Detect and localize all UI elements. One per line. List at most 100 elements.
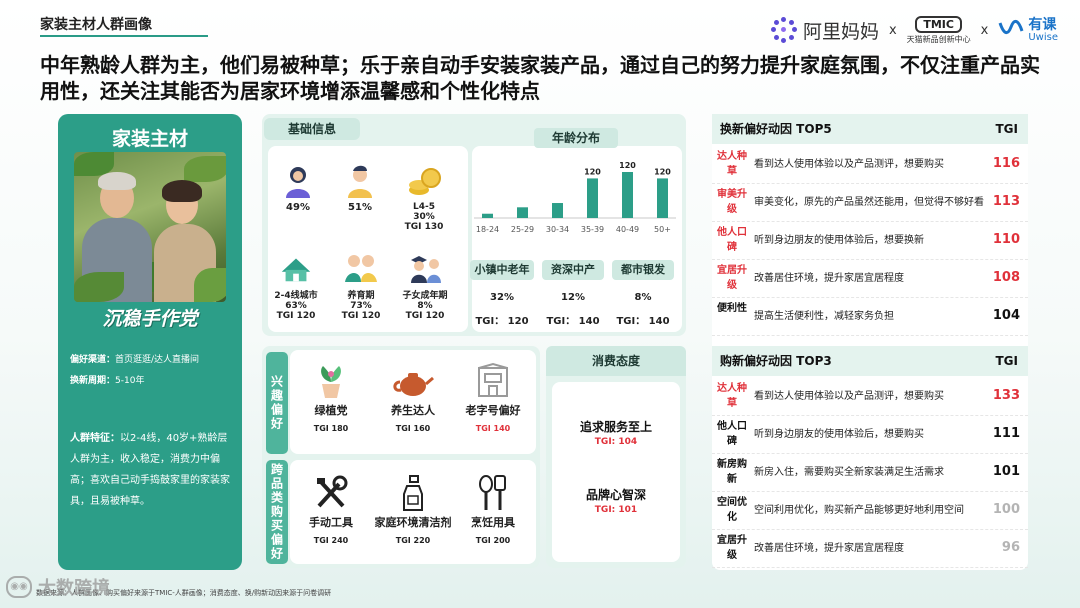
age-distribution-chart: 18-24 25-29 30-34 35-39 120 40-49 120 50+ 120 [474, 161, 676, 234]
motive-label: 宜居升级 [717, 535, 747, 561]
motive-tgi: 116 [992, 156, 1020, 171]
attitude-inner [552, 382, 680, 562]
attitude-item-1: 品牌心智深 TGI: 101 [546, 486, 686, 515]
age-data-label: 120 [584, 167, 601, 176]
segment-tgi-1: TGI： 140 [542, 312, 604, 327]
alimama-text: 阿里妈妈 [802, 20, 879, 43]
new_buy-row: 他人口碑 听到身边朋友的使用体验后，想要购买 111 [712, 416, 1028, 454]
adult-kids-pct: 8% [417, 301, 433, 311]
replace-row: 便利性 提高生活便利性，减轻家务负担 104 [712, 298, 1028, 336]
cross-tgi-1: TGI 220 [395, 536, 431, 545]
coins-icon [406, 164, 442, 200]
new_buy-row: 宜居升级 改善居住环境，提升家居宜居程度 96 [712, 530, 1028, 568]
feature-text: 以2-4线，40岁+熟龄层人群为主，收入稳定，消费力中偏高；喜欢自己动手捣鼓家里… [70, 433, 230, 507]
age-tick-label: 30-34 [546, 225, 569, 234]
age-data-label: 120 [654, 167, 671, 176]
motive-tgi: 133 [992, 388, 1020, 403]
alimama-dots-icon [770, 17, 797, 43]
age-bar-30-34 [552, 203, 563, 218]
interest-tgi-1: TGI 160 [395, 424, 431, 433]
age-bar-25-29 [517, 207, 528, 218]
newbuy-motives-header: 购新偏好动因 TOP3 TGI [712, 346, 1028, 376]
motive-tgi: 100 [992, 502, 1020, 517]
cross-label-2: 烹饪用具 [471, 516, 515, 529]
persona-title: 家装主材 [111, 128, 188, 150]
raising-tgi: TGI 120 [341, 311, 381, 321]
persona-name: 沉稳手作党 [102, 308, 198, 330]
city-tgi: TGI 120 [276, 311, 316, 321]
cross-tgi-0: TGI 240 [313, 536, 349, 545]
new_buy-row: 达人种草 看到达人使用体验以及产品测评，想要购买 133 [712, 378, 1028, 416]
logo-separator: x [888, 22, 897, 38]
channel-value: 首页逛逛/达人直播间 [115, 355, 200, 365]
motive-label: 他人口碑 [717, 421, 747, 447]
segment-tgi-value-1: 140 [578, 316, 600, 327]
motive-label: 便利性 [717, 303, 747, 314]
cross-label-1: 家庭环境清洁剂 [374, 516, 452, 529]
income-tgi: TGI 130 [404, 222, 444, 232]
attitude-tgi-1: TGI: 101 [594, 505, 638, 515]
teapot-icon [370, 362, 456, 402]
age-tick-label: 35-39 [581, 225, 604, 234]
feature-label: 人群特征： [70, 433, 120, 444]
replace-header-tgi: TGI [995, 122, 1019, 136]
title-underline [40, 35, 208, 37]
wrench-icon [288, 474, 374, 514]
interest-tgi-2: TGI 140 [475, 424, 511, 433]
uwise-en: Uwise [1028, 31, 1058, 43]
segment-pct-0: 32% [490, 292, 514, 303]
interest-item-2: 老字号偏好 TGI 140 [450, 362, 536, 433]
watermark-icon: ◉◉ [6, 576, 32, 598]
uwise-logo: 有课 Uwise [998, 17, 1058, 43]
raising-label: 养育期 [347, 291, 375, 301]
old-shop-icon [450, 362, 536, 402]
cross-label-0: 手动工具 [309, 516, 353, 529]
alimama-logo: 阿里妈妈 [770, 17, 879, 44]
age-data-label: 120 [619, 161, 636, 170]
motive-desc: 看到达人使用体验以及产品测评，想要购买 [754, 391, 944, 402]
raising-cell: 养育期 73% TGI 120 [336, 250, 386, 321]
adult-kids-tgi: TGI 120 [405, 311, 445, 321]
income-cell: L4-5 30% TGI 130 [400, 164, 448, 232]
segment-chip-2: 都市银发 [612, 260, 674, 280]
watermark-text: 大数跨境 [38, 578, 110, 599]
income-level: L4-5 [413, 202, 435, 212]
segment-tgi-label-2: TGI： [616, 316, 646, 327]
age-bar-35-39 [587, 178, 598, 218]
replace-row: 审美升级 审美变化，原先的产品虽然还能用，但觉得不够好看 113 [712, 184, 1028, 222]
tmic-logo: TMIC 天猫新品创新中心 [906, 15, 971, 45]
city-cell: 2-4线城市 63% TGI 120 [270, 250, 322, 321]
newbuy-header-tgi: TGI [995, 354, 1019, 368]
replace-row: 达人种草 看到达人使用体验以及产品测评，想要购买 116 [712, 146, 1028, 184]
city-pct: 63% [285, 301, 307, 311]
female-icon [280, 164, 316, 200]
segment-tgi-value-2: 140 [648, 316, 670, 327]
newbuy-header-title: 购新偏好动因 TOP3 [720, 354, 832, 368]
attitude-tab: 消费态度 [546, 346, 686, 376]
interest-label-0: 绿植党 [314, 404, 348, 417]
segment-tgi-label-0: TGI： [475, 316, 505, 327]
interest-tgi-0: TGI 180 [313, 424, 349, 433]
tmic-sub: 天猫新品创新中心 [906, 34, 971, 44]
graduation-icon [407, 250, 443, 286]
motive-tgi: 108 [992, 270, 1020, 285]
interest-item-1: 养生达人 TGI 160 [370, 362, 456, 433]
new_buy-row: 新房购新 新房入住，需要购买全新家装满足生活需求 101 [712, 454, 1028, 492]
motive-label: 他人口碑 [717, 227, 747, 253]
new_buy-row: 空间优化 空间利用优化，购买新产品能够更好地利用空间 100 [712, 492, 1028, 530]
segment-chip-1: 资深中产 [542, 260, 604, 280]
motive-desc: 审美变化，原先的产品虽然还能用，但觉得不够好看 [754, 197, 984, 208]
attitude-label-0: 追求服务至上 [579, 420, 652, 434]
cycle-label: 换新周期： [70, 376, 116, 386]
replace-motives-header: 换新偏好动因 TOP5 TGI [712, 114, 1028, 144]
male-icon [342, 164, 378, 200]
segment-pct-1: 12% [561, 292, 585, 303]
motive-label: 空间优化 [717, 497, 747, 523]
motive-label: 审美升级 [717, 189, 747, 215]
age-bar-50+ [657, 178, 668, 218]
gender-female-cell: 49% [278, 164, 318, 213]
attitude-item-0: 追求服务至上 TGI: 104 [546, 418, 686, 447]
motive-label: 新房购新 [717, 459, 747, 485]
segment-chip-0: 小镇中老年 [470, 260, 534, 280]
logo-separator: x [980, 22, 989, 38]
